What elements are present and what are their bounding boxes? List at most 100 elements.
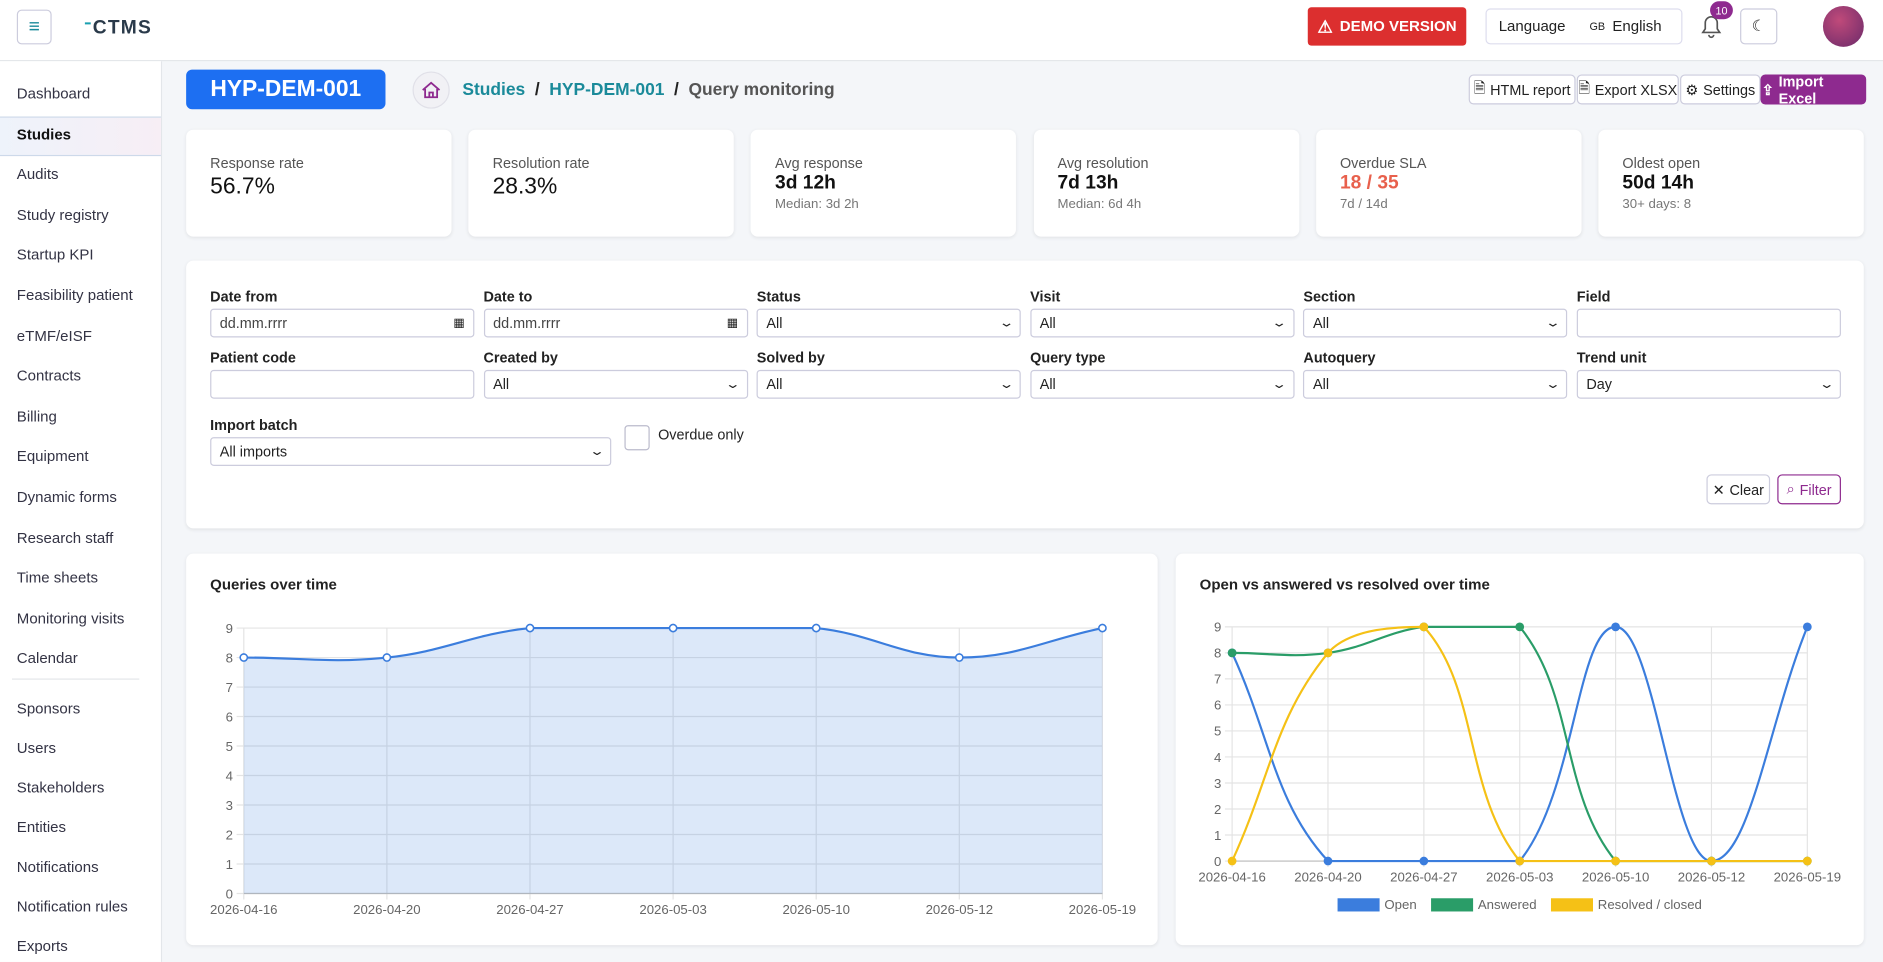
filter-label: Autoquery	[1303, 349, 1376, 367]
chevron: ⌄	[588, 444, 605, 459]
y-tick-label: 8	[1214, 646, 1221, 661]
kpi-value: 50d 14h	[1622, 172, 1694, 194]
sidebar-item[interactable]: eTMF/eISF	[16, 327, 92, 345]
x-tick-label: 2026-05-10	[1582, 869, 1649, 884]
chevron: ⌄	[1544, 316, 1562, 330]
y-tick-label: 0	[1214, 854, 1221, 869]
button-label: Clear	[1729, 480, 1764, 498]
settings-button[interactable]: ⚙ Settings	[1680, 74, 1761, 105]
y-tick-label: 4	[1214, 750, 1221, 765]
filter-label: Field	[1576, 288, 1611, 306]
sidebar-item[interactable]: Research staff	[16, 529, 114, 546]
sidebar-item[interactable]: Notifications	[16, 858, 99, 876]
y-tick-label: 2	[226, 827, 233, 842]
sidebar-item[interactable]: Contracts	[16, 367, 82, 385]
language-select[interactable]: Language GB English	[1485, 8, 1683, 45]
filter-input[interactable]: All ⌄	[1030, 369, 1295, 399]
filter-input[interactable]: All ⌄	[756, 308, 1021, 338]
breadcrumb-link[interactable]: HYP-DEM-001	[549, 80, 665, 100]
point	[811, 623, 821, 633]
filter-input[interactable]	[1576, 308, 1841, 338]
breadcrumb: Studies / HYP-DEM-001/ Query monitoring	[462, 80, 835, 100]
sidebar-item[interactable]: Equipment	[16, 448, 89, 466]
sidebar-item[interactable]: Startup KPI	[16, 246, 94, 264]
sidebar-item[interactable]: Exports	[16, 937, 68, 955]
sidebar-item[interactable]: Time sheets	[16, 569, 99, 587]
filter-input[interactable]: Day ⌄	[1576, 369, 1841, 399]
sidebar	[0, 61, 163, 962]
filter-label: Created by	[483, 349, 558, 367]
sidebar-item[interactable]: Monitoring visits	[16, 609, 125, 627]
sidebar-item[interactable]: Sponsors	[16, 700, 81, 717]
home-button[interactable]	[412, 71, 450, 109]
import-button[interactable]: ⇪ Import Excel	[1760, 73, 1867, 106]
checkbox-label: Overdue only	[658, 426, 744, 444]
sidebar-item[interactable]: Feasibility patient	[16, 287, 133, 304]
legend-swatch	[1431, 898, 1474, 912]
language-flag: GB	[1589, 20, 1606, 33]
filter-input[interactable]: dd.mm.rrrr ▦	[210, 308, 475, 338]
sidebar-item[interactable]: Dynamic forms	[16, 488, 117, 506]
sidebar-item[interactable]: Entities	[16, 819, 67, 836]
y-tick-label: 6	[1214, 698, 1221, 713]
kpi-label: Avg resolution	[1057, 154, 1149, 172]
filter-input[interactable]: All imports ⌄	[210, 437, 612, 466]
filter-input[interactable]: All ⌄	[1303, 369, 1568, 399]
menu-button[interactable]: ≡	[16, 9, 52, 45]
avatar[interactable]	[1822, 6, 1864, 47]
sidebar-item[interactable]: Stakeholders	[16, 779, 105, 797]
x-tick-label: 2026-04-27	[496, 902, 563, 917]
legend-swatch	[1337, 898, 1380, 912]
chart-card: Open vs answered vs resolved over time 0 1…	[1175, 553, 1864, 946]
area	[243, 628, 1103, 894]
html-report-button[interactable]: 🗎 HTML report	[1468, 74, 1576, 105]
sidebar-item[interactable]: Billing	[16, 408, 57, 425]
sidebar-item[interactable]: Notification rules	[16, 898, 128, 916]
filter-input[interactable]: All ⌄	[756, 369, 1021, 399]
x-tick-label: 2026-05-12	[926, 902, 993, 917]
filter-input[interactable]: dd.mm.rrrr ▦	[483, 308, 748, 338]
x-tick-label: 2026-04-20	[1294, 869, 1361, 884]
point	[1802, 856, 1812, 866]
clear-button[interactable]: ✕ Clear	[1706, 474, 1771, 505]
sidebar-item[interactable]: Study registry	[16, 206, 109, 224]
kpi-card: Overdue SLA 18 / 35 7d / 14d	[1315, 129, 1582, 237]
placeholder: dd.mm.rrrr	[493, 314, 561, 332]
filter-label: Trend unit	[1576, 349, 1647, 367]
y-tick-label: 0	[226, 886, 233, 901]
breadcrumb-link[interactable]: Studies	[462, 80, 526, 100]
sidebar-item[interactable]: Studies	[16, 125, 72, 143]
y-tick-label: 7	[1214, 672, 1221, 687]
x-tick-label: 2026-05-12	[1678, 869, 1745, 884]
y-tick-label: 3	[226, 798, 233, 813]
chart: Queries over time 0 1 2 3 4 5 6 7 8 9 2026-04-16 202…	[210, 577, 1136, 917]
sidebar-item[interactable]: Users	[16, 739, 57, 757]
sidebar-item[interactable]: Audits	[16, 165, 59, 183]
sidebar-item[interactable]: Dashboard	[16, 85, 91, 103]
logo[interactable]: ᐨCTMS	[84, 18, 152, 39]
filter-input[interactable]: All ⌄	[483, 369, 748, 399]
point	[1227, 856, 1237, 866]
export-button[interactable]: 🗎 Export XLSX	[1576, 74, 1679, 105]
filter-input[interactable]: All ⌄	[1303, 308, 1568, 338]
select-value: All	[1039, 375, 1056, 393]
point	[1802, 622, 1812, 632]
point	[1611, 622, 1620, 632]
theme-button[interactable]: ☾	[1740, 8, 1778, 45]
kpi-value: 28.3%	[492, 174, 558, 200]
filter-input[interactable]	[210, 369, 475, 399]
x-tick-label: 2026-04-16	[210, 902, 277, 917]
overdue-checkbox[interactable]	[624, 425, 650, 451]
kpi-label: Overdue SLA	[1339, 154, 1427, 172]
active-highlight	[0, 115, 161, 156]
top-bar	[0, 0, 1883, 62]
notification-badge: 10	[1710, 1, 1733, 20]
filter-button[interactable]: ⌕ Filter	[1777, 474, 1841, 505]
sidebar-item[interactable]: Calendar	[16, 650, 78, 667]
filter-input[interactable]: All ⌄	[1030, 308, 1295, 338]
y-tick-label: 5	[1214, 724, 1221, 739]
chart: Open vs answered vs resolved over time 0 1…	[1198, 577, 1841, 912]
kpi-sub: 7d / 14d	[1339, 196, 1388, 212]
demo-badge[interactable]: ⚠ DEMO VERSION	[1307, 7, 1467, 46]
